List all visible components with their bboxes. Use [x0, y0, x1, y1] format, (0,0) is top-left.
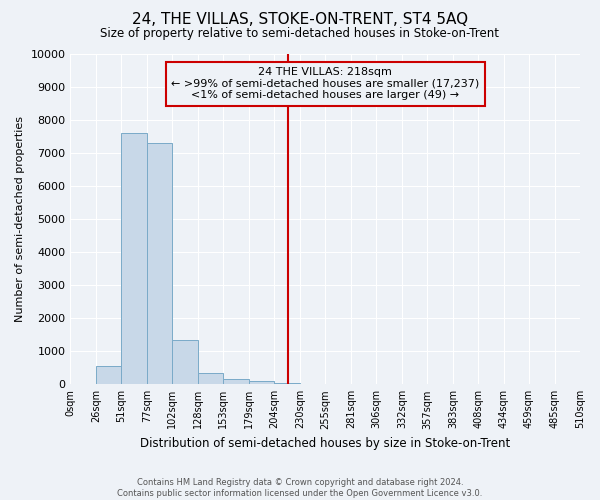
- Bar: [97, 366, 121, 384]
- Y-axis label: Number of semi-detached properties: Number of semi-detached properties: [15, 116, 25, 322]
- Bar: [199, 372, 223, 384]
- Bar: [249, 381, 274, 384]
- Bar: [121, 134, 148, 384]
- Bar: [148, 143, 172, 384]
- Bar: [172, 340, 199, 384]
- Bar: [223, 380, 249, 384]
- Text: Size of property relative to semi-detached houses in Stoke-on-Trent: Size of property relative to semi-detach…: [101, 28, 499, 40]
- X-axis label: Distribution of semi-detached houses by size in Stoke-on-Trent: Distribution of semi-detached houses by …: [140, 437, 511, 450]
- Text: 24 THE VILLAS: 218sqm
← >99% of semi-detached houses are smaller (17,237)
<1% of: 24 THE VILLAS: 218sqm ← >99% of semi-det…: [171, 67, 479, 100]
- Bar: [274, 382, 300, 384]
- Text: Contains HM Land Registry data © Crown copyright and database right 2024.
Contai: Contains HM Land Registry data © Crown c…: [118, 478, 482, 498]
- Text: 24, THE VILLAS, STOKE-ON-TRENT, ST4 5AQ: 24, THE VILLAS, STOKE-ON-TRENT, ST4 5AQ: [132, 12, 468, 28]
